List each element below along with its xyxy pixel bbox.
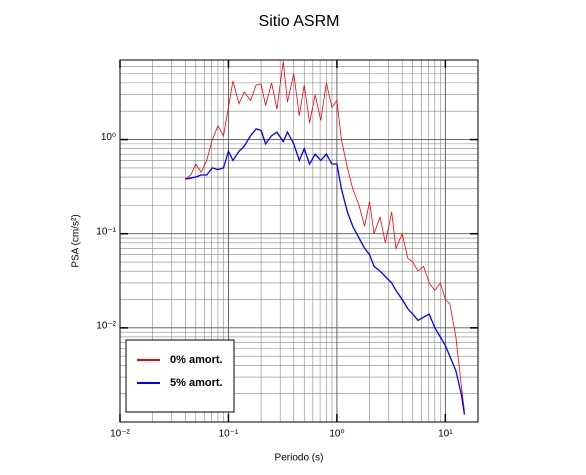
- y-tick-label: 10⁻¹: [96, 226, 116, 237]
- chart-title: Sitio ASRM: [259, 13, 340, 30]
- series-line: [185, 128, 466, 415]
- x-tick-label: 10⁻¹: [219, 429, 239, 440]
- x-tick-label: 10¹: [438, 429, 453, 440]
- y-tick-label: 10⁰: [101, 132, 116, 143]
- y-tick-label: 10⁻²: [96, 320, 116, 331]
- legend-label: 0% amort.: [170, 354, 223, 366]
- series-line: [185, 61, 465, 412]
- legend-label: 5% amort.: [170, 377, 223, 389]
- x-tick-label: 10⁰: [329, 429, 344, 440]
- x-tick-label: 10⁻²: [110, 429, 130, 440]
- legend-box: [125, 339, 235, 413]
- y-axis-label: PSA (cm/s²): [71, 214, 82, 267]
- x-axis-label: Periodo (s): [275, 453, 324, 464]
- plot-frame: [119, 59, 479, 423]
